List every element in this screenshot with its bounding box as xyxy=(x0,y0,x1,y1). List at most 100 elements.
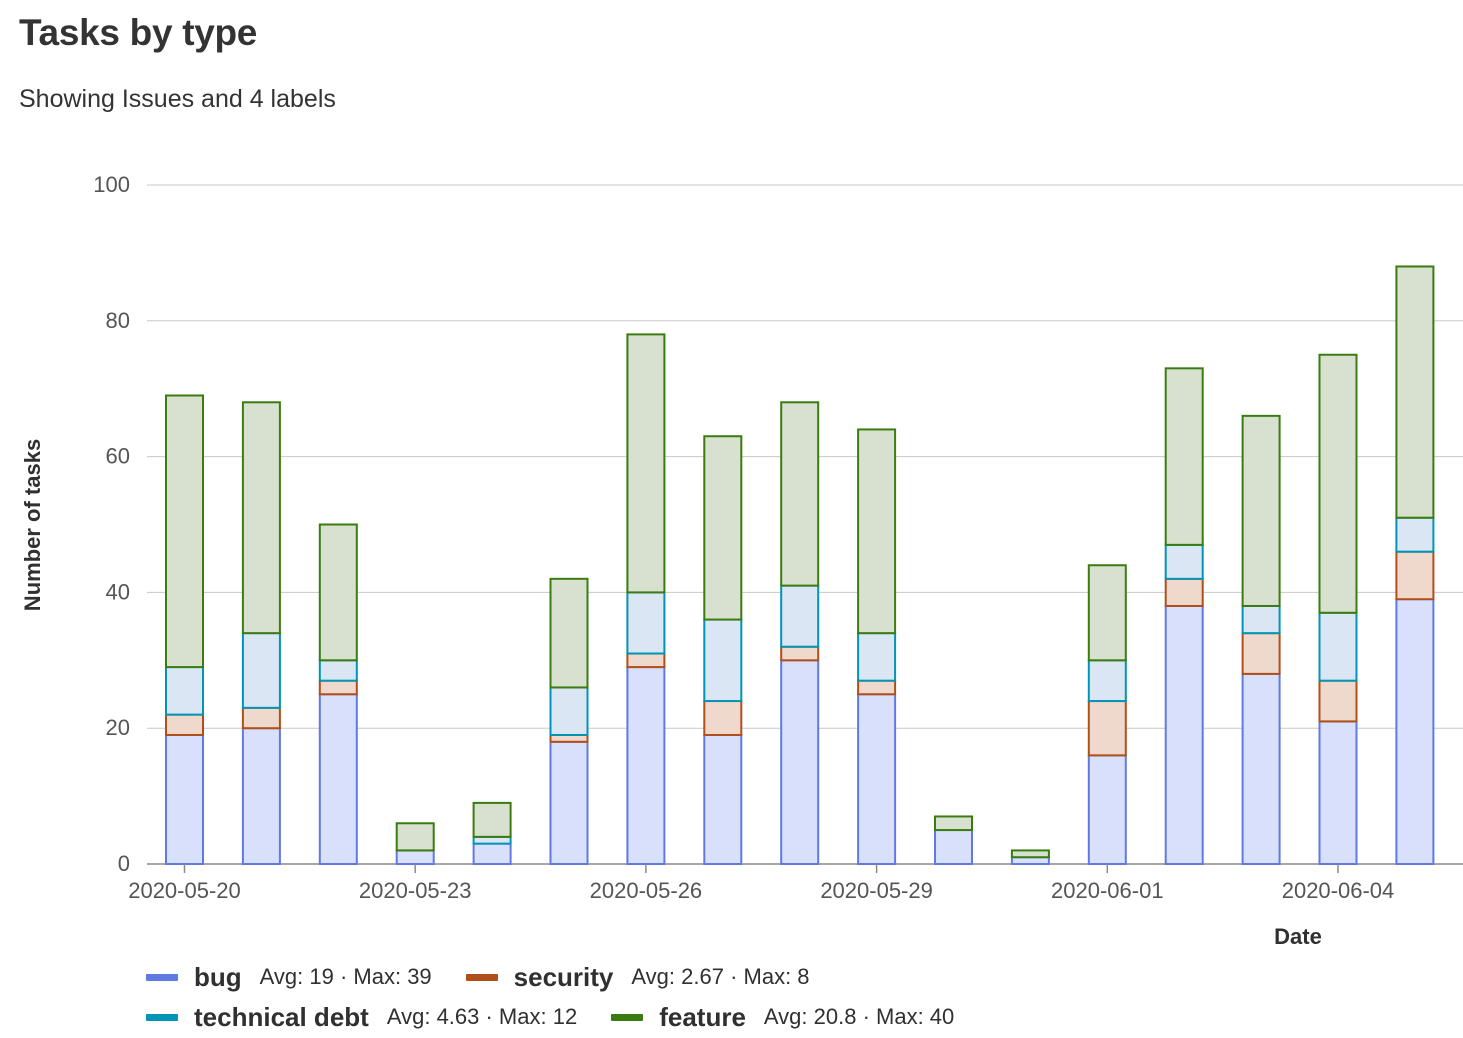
bar-segment-security xyxy=(780,645,820,662)
bar-segment-bug xyxy=(1241,672,1281,865)
legend-item-security[interactable]: security Avg: 2.67 · Max: 8 xyxy=(465,961,810,993)
legend-swatch-security xyxy=(465,973,498,981)
chart-title: Tasks by type xyxy=(19,12,258,53)
x-tick-label: 2020-05-20 xyxy=(128,878,241,903)
legend-label: security xyxy=(513,961,614,992)
bar-segment-feature xyxy=(857,428,897,635)
legend-stats: Avg: 20.8 · Max: 40 xyxy=(763,1004,955,1029)
bar-stack xyxy=(395,822,435,865)
legend-swatch-bug xyxy=(146,973,178,981)
bar-segment-feature xyxy=(1164,367,1204,546)
legend-stats: Avg: 19 · Max: 39 xyxy=(259,964,432,989)
bars xyxy=(165,265,1435,866)
bar-segment-technical-debt xyxy=(1318,611,1358,682)
bar-stack xyxy=(703,435,743,865)
bar-segment-technical-debt xyxy=(472,835,512,845)
bar-stack xyxy=(318,523,358,865)
bar-segment-feature xyxy=(626,333,666,594)
bar-segment-technical-debt xyxy=(318,659,358,682)
x-tick-label: 2020-05-29 xyxy=(820,878,933,903)
legend-swatch-feature xyxy=(611,1013,644,1021)
bar-segment-bug xyxy=(857,693,897,865)
bar-stack xyxy=(780,401,820,865)
x-tick-label: 2020-05-23 xyxy=(359,878,472,903)
bar-segment-bug xyxy=(1164,604,1204,865)
bar-segment-technical-debt xyxy=(241,632,281,709)
bar-segment-feature xyxy=(1087,564,1127,662)
bar-segment-bug xyxy=(318,693,358,865)
chart-subtitle: Showing Issues and 4 labels xyxy=(19,85,336,113)
bar-segment-security xyxy=(1087,700,1127,757)
bar-segment-technical-debt xyxy=(626,591,666,655)
bar-stack xyxy=(165,394,204,865)
bar-segment-technical-debt xyxy=(549,686,589,736)
y-tick-label: 40 xyxy=(106,579,130,604)
bar-segment-security xyxy=(1318,679,1358,723)
bar-stack xyxy=(1241,414,1281,865)
bar-segment-feature xyxy=(934,815,973,832)
x-axis: 2020-05-20 2020-05-23 2020-05-26 2020-05-29… xyxy=(128,864,1394,903)
bar-segment-feature xyxy=(549,577,589,689)
legend-stats: Avg: 2.67 · Max: 8 xyxy=(631,964,810,989)
bar-segment-feature xyxy=(1395,265,1435,519)
legend-item-bug[interactable]: bug Avg: 19 · Max: 39 xyxy=(146,962,432,993)
legend-label: technical debt xyxy=(194,1001,369,1032)
x-tick-label: 2020-06-01 xyxy=(1051,878,1164,903)
bar-stack xyxy=(1010,849,1050,866)
bar-stack xyxy=(1164,367,1204,865)
bar-stack xyxy=(934,815,973,865)
bar-segment-feature xyxy=(1318,353,1358,614)
bar-stack xyxy=(1318,353,1358,865)
bar-segment-bug xyxy=(1087,754,1127,865)
x-tick-label: 2020-06-04 xyxy=(1282,878,1395,903)
legend-item-feature[interactable]: feature Avg: 20.8 · Max: 40 xyxy=(611,1002,954,1033)
y-tick-label: 0 xyxy=(118,851,130,876)
x-axis-title: Date xyxy=(1274,924,1322,949)
y-tick-label: 20 xyxy=(106,715,130,740)
legend-swatch-technical-debt xyxy=(146,1013,178,1021)
bar-segment-bug xyxy=(1010,856,1050,866)
bar-segment-technical-debt xyxy=(1241,604,1281,635)
bar-segment-security xyxy=(165,713,204,736)
bar-segment-bug xyxy=(934,829,973,865)
bar-segment-bug xyxy=(549,740,589,866)
bar-segment-security xyxy=(1395,550,1435,601)
bar-segment-technical-debt xyxy=(1164,543,1204,580)
bar-segment-feature xyxy=(165,394,204,669)
bar-segment-bug xyxy=(780,659,820,865)
bar-segment-security xyxy=(626,652,666,669)
bar-segment-bug xyxy=(395,849,435,865)
bar-segment-bug xyxy=(626,666,666,866)
bar-segment-bug xyxy=(1318,720,1358,865)
y-tick-label: 60 xyxy=(106,444,130,469)
legend-label: bug xyxy=(194,961,242,992)
bar-stack xyxy=(472,801,512,866)
bar-stack xyxy=(857,428,897,865)
bar-stack xyxy=(1395,265,1435,865)
legend-item-technical-debt[interactable]: technical debt Avg: 4.63 · Max: 12 xyxy=(146,1002,577,1033)
bar-segment-technical-debt xyxy=(1087,659,1127,703)
bar-segment-technical-debt xyxy=(780,584,820,648)
bar-segment-bug xyxy=(472,842,512,866)
bar-segment-feature xyxy=(472,801,512,838)
bar-stack xyxy=(241,401,281,866)
legend-row: technical debt Avg: 4.63 · Max: 12 featu… xyxy=(146,997,1146,1037)
bar-segment-security xyxy=(549,733,589,743)
y-axis-title: Number of tasks xyxy=(20,439,45,611)
bar-segment-feature xyxy=(318,523,358,662)
bar-segment-technical-debt xyxy=(165,666,204,716)
bar-stack xyxy=(626,333,666,866)
bar-segment-security xyxy=(1241,632,1281,675)
bar-segment-security xyxy=(241,706,281,730)
bar-segment-bug xyxy=(241,727,281,866)
bar-segment-bug xyxy=(165,733,204,865)
bar-segment-technical-debt xyxy=(703,618,743,703)
bar-segment-bug xyxy=(1395,598,1435,865)
bar-stack xyxy=(549,577,589,866)
bar-segment-bug xyxy=(703,733,743,865)
chart-legend: bug Avg: 19 · Max: 39 security Avg: 2.67… xyxy=(146,957,1146,1037)
bar-segment-security xyxy=(318,679,358,696)
bar-segment-feature xyxy=(241,401,281,635)
x-tick-label: 2020-05-26 xyxy=(590,878,703,903)
